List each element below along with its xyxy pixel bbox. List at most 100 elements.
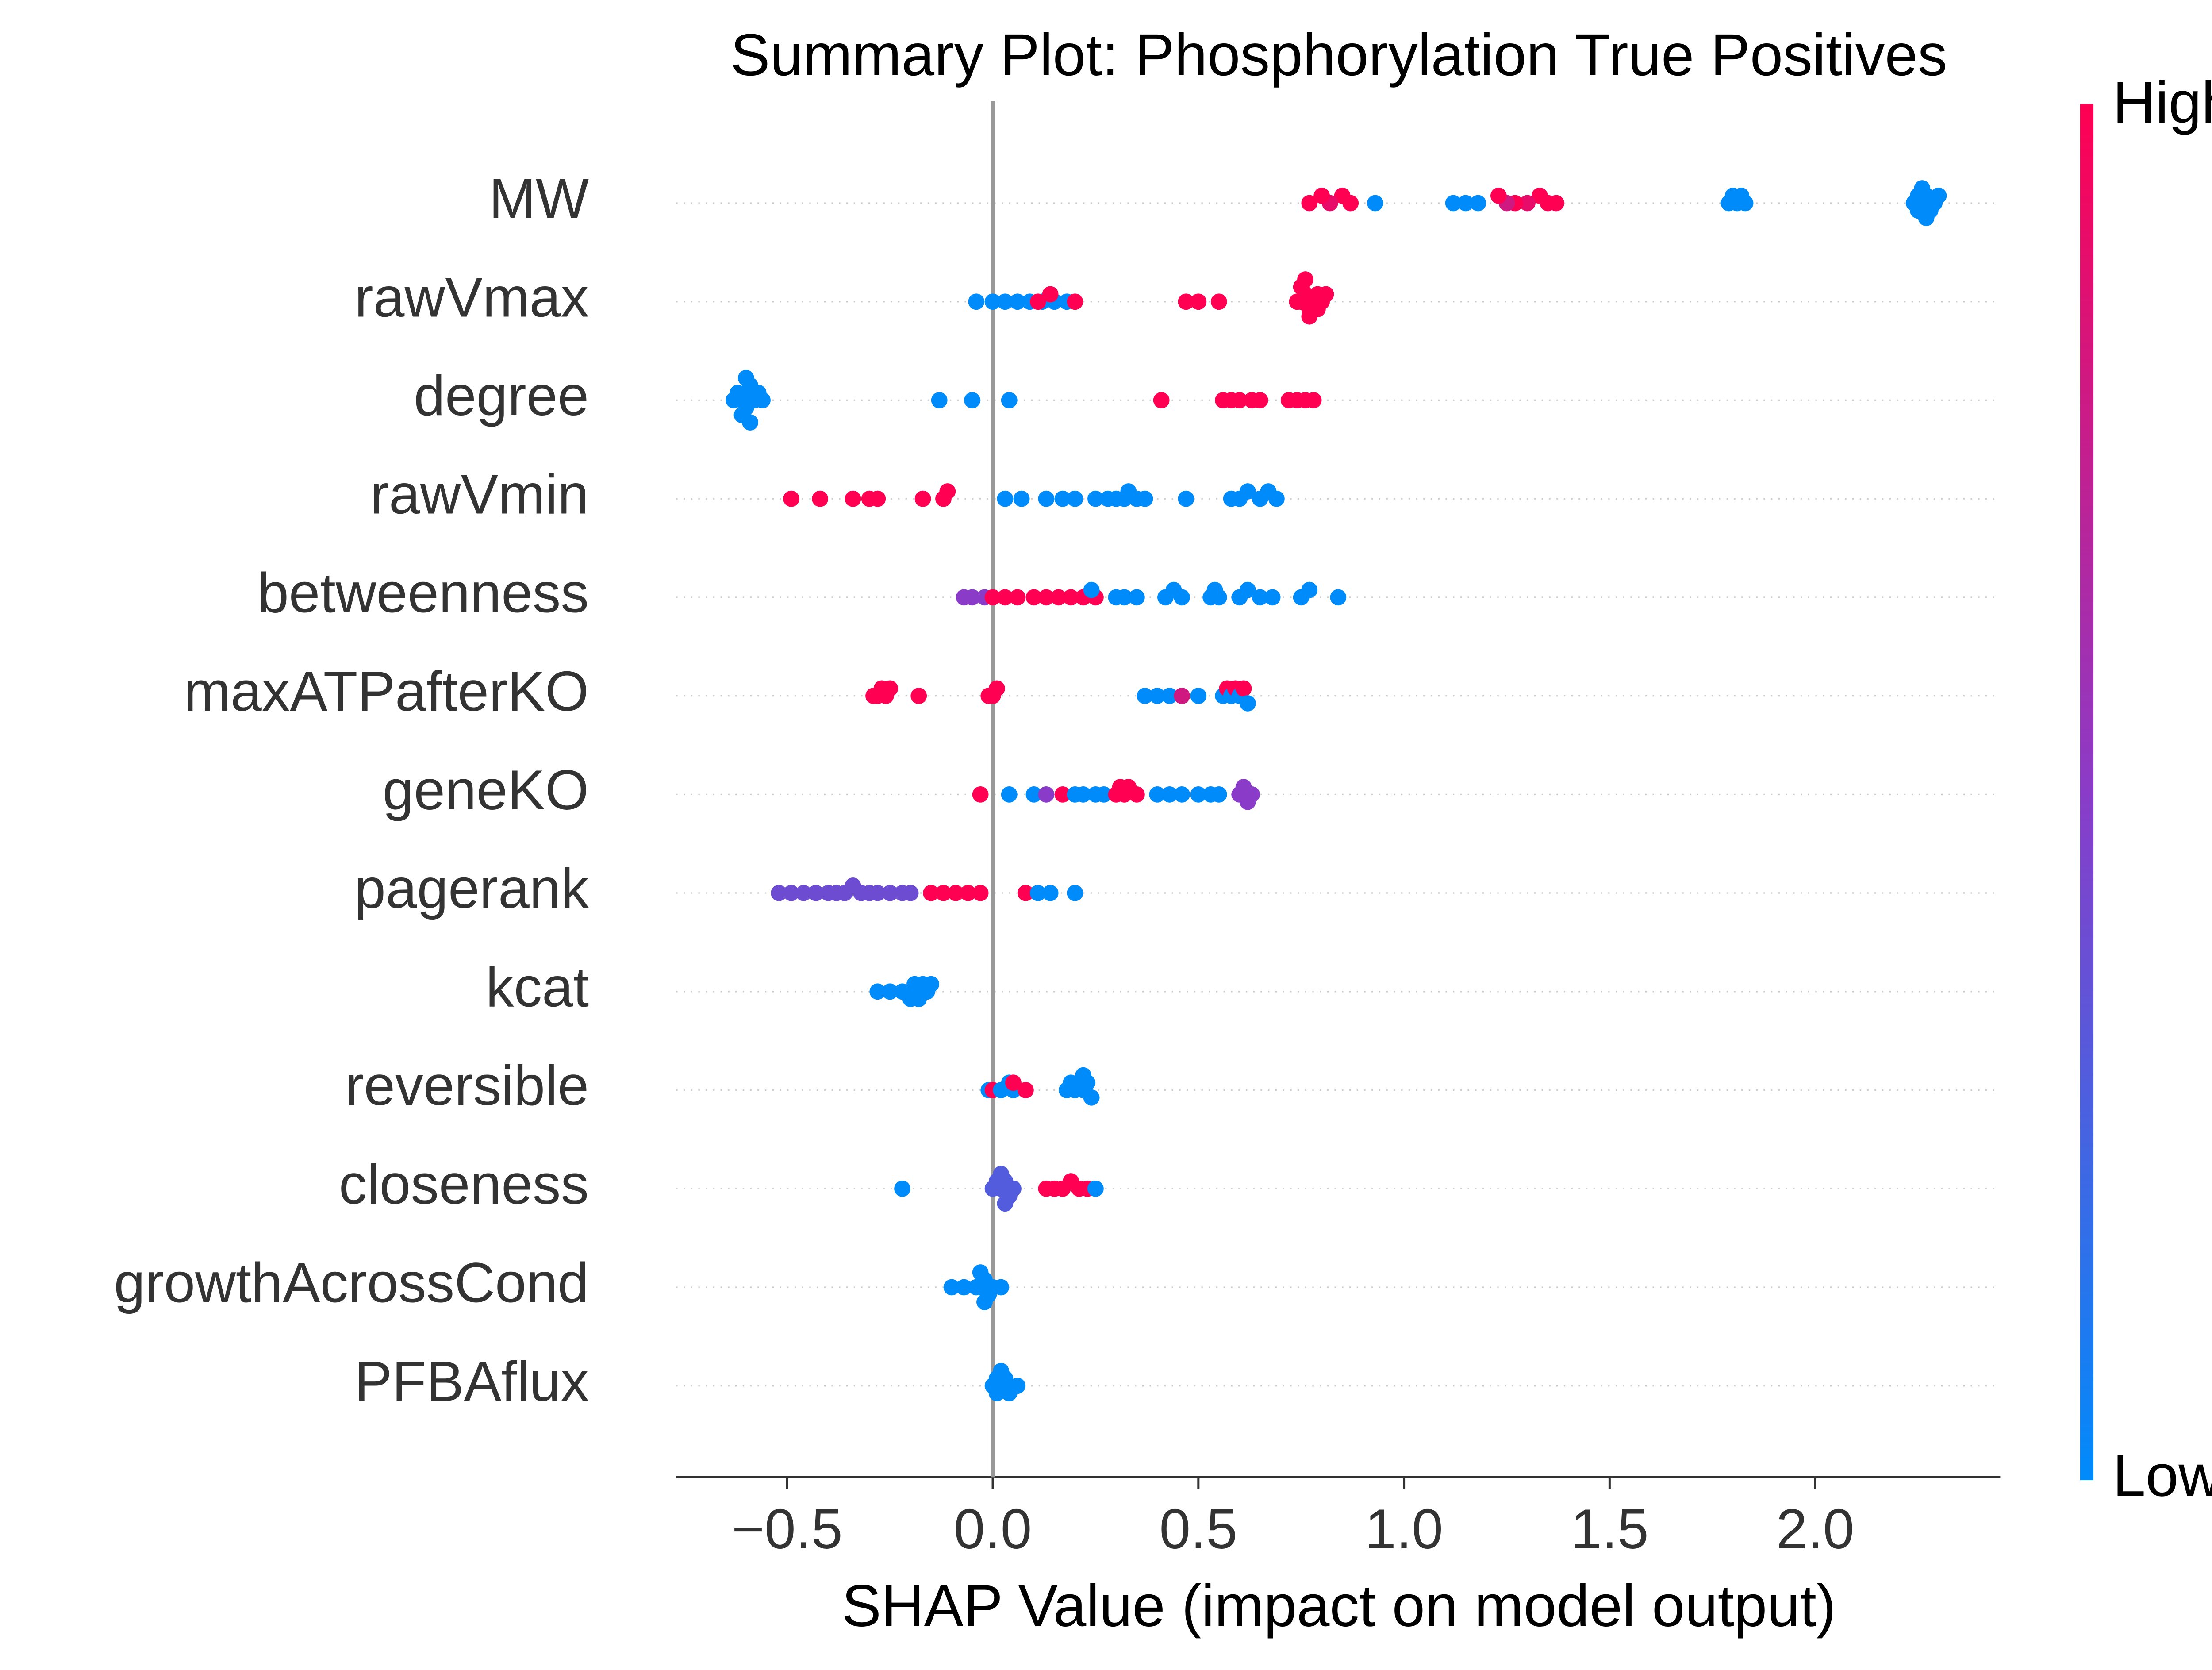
point <box>964 589 980 606</box>
point <box>914 490 931 507</box>
point <box>1137 490 1153 507</box>
point <box>1235 680 1252 697</box>
point <box>931 392 948 408</box>
y-tick-label: maxATPafterKO <box>184 660 589 723</box>
point <box>1095 786 1112 803</box>
point <box>1083 581 1100 598</box>
x-tick-label: −0.5 <box>732 1497 843 1560</box>
point <box>1050 589 1067 606</box>
point <box>960 885 976 901</box>
point <box>1178 293 1194 310</box>
point <box>1005 1180 1022 1197</box>
point <box>882 680 899 697</box>
point <box>939 483 956 500</box>
point <box>1190 688 1207 704</box>
point <box>1029 885 1046 901</box>
y-tick-label: pagerank <box>354 857 589 920</box>
y-tick-label: closeness <box>339 1153 589 1216</box>
point <box>1239 695 1256 712</box>
point <box>1116 589 1133 606</box>
point <box>1067 490 1083 507</box>
point <box>923 976 940 993</box>
y-tick-label: rawVmin <box>370 463 589 526</box>
point <box>1025 786 1042 803</box>
point <box>968 293 985 310</box>
point <box>1063 1074 1079 1091</box>
point <box>1252 589 1268 606</box>
y-tick-label: growthAcrossCond <box>114 1251 589 1314</box>
x-axis-label: SHAP Value (impact on model output) <box>842 1573 1836 1639</box>
point <box>964 392 980 408</box>
point <box>1067 293 1083 310</box>
point <box>1075 1067 1091 1084</box>
point <box>993 1279 1010 1296</box>
point <box>845 490 861 507</box>
point <box>1029 293 1046 310</box>
y-tick-label: PFBAflux <box>354 1350 589 1412</box>
point <box>1231 392 1248 408</box>
point <box>997 1195 1014 1212</box>
point <box>1054 786 1071 803</box>
point <box>972 885 989 901</box>
x-tick-label: 1.0 <box>1365 1497 1443 1560</box>
point <box>783 490 799 507</box>
point <box>882 885 899 901</box>
point <box>1054 490 1071 507</box>
y-tick-label: reversible <box>345 1054 589 1117</box>
point <box>1001 392 1018 408</box>
point <box>1038 786 1055 803</box>
point <box>1128 786 1145 803</box>
point <box>1042 286 1059 303</box>
point <box>1174 688 1190 704</box>
point <box>1161 786 1178 803</box>
point <box>935 885 952 901</box>
point <box>1190 786 1207 803</box>
point <box>812 490 829 507</box>
y-tick-label: MW <box>489 167 589 230</box>
point <box>1153 392 1170 408</box>
point <box>1018 885 1034 901</box>
point <box>993 1166 1010 1182</box>
point <box>1301 581 1318 598</box>
point <box>1161 688 1178 704</box>
point <box>1490 187 1507 204</box>
point <box>1075 786 1091 803</box>
point <box>1190 293 1207 310</box>
point <box>1301 195 1318 212</box>
point <box>1174 589 1190 606</box>
point <box>1519 195 1536 212</box>
point <box>1083 1089 1100 1106</box>
point <box>1305 392 1322 408</box>
point <box>1210 786 1227 803</box>
x-tick-label: 2.0 <box>1776 1497 1855 1560</box>
point <box>783 885 799 901</box>
point <box>1264 589 1281 606</box>
point <box>1038 589 1055 606</box>
point <box>997 490 1014 507</box>
chart-title: Summary Plot: Phosphorylation True Posit… <box>730 22 1947 88</box>
point <box>910 688 927 704</box>
point <box>807 885 824 901</box>
point <box>1067 885 1083 901</box>
point <box>1930 187 1947 204</box>
point <box>1149 786 1166 803</box>
point <box>972 786 989 803</box>
point <box>1063 589 1079 606</box>
point <box>984 589 1001 606</box>
y-tick-label: rawVmax <box>354 266 589 328</box>
point <box>1042 885 1059 901</box>
y-tick-label: betweenness <box>257 561 589 624</box>
point <box>1239 483 1256 500</box>
point <box>869 885 886 901</box>
x-tick-label: 1.5 <box>1571 1497 1649 1560</box>
point <box>1001 786 1018 803</box>
point <box>956 1279 972 1296</box>
point <box>910 991 927 1007</box>
point <box>993 1362 1010 1379</box>
point <box>1013 490 1030 507</box>
point <box>1445 195 1462 212</box>
point <box>1334 187 1351 204</box>
point <box>1005 1074 1022 1091</box>
